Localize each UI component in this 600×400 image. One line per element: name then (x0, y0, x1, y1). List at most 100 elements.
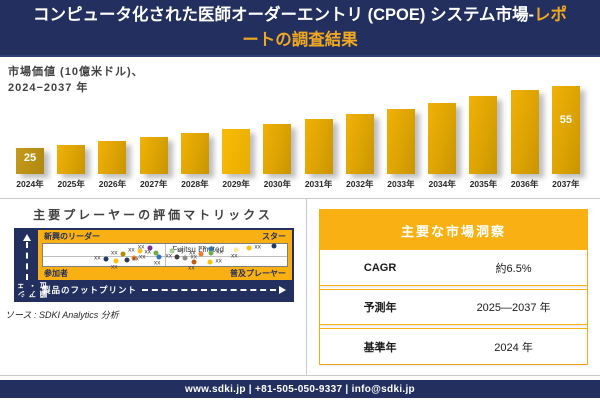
insights-row-label: CAGR (363, 261, 397, 274)
bar-2034年 (428, 103, 457, 174)
bar-column: 2035年 (469, 96, 498, 189)
scatter-point: xx (111, 258, 119, 270)
bar-year-label: 2029年 (222, 179, 250, 189)
chart-axis-label: 市場価値 (10億米ドル)、 2024−2037 年 (8, 65, 144, 97)
scatter-point-label: xx (215, 257, 222, 265)
bottom-section: 主要プレーヤーの評価マトリックス 市場シェア・順位 新興のリーダー スター Fu… (0, 199, 600, 376)
scatter-point: xx (246, 244, 261, 251)
bar-column: 2029年 (222, 129, 251, 189)
bar-column: 55 2037年 (551, 86, 580, 189)
quadrant-label-pervasive-players: 普及プレーヤー (230, 269, 286, 278)
bar-year-label: 2033年 (387, 179, 415, 189)
scatter-point (271, 243, 277, 249)
bar-year-label: 2031年 (304, 179, 333, 189)
bar-year-label: 2024年 (16, 179, 44, 189)
scatter-point-label: xx (190, 253, 198, 261)
insights-row-label: 予測年 (363, 302, 397, 314)
quadrant-label-participants: 参加者 (44, 269, 68, 278)
scatter-point-label: xx (188, 264, 195, 272)
quadrant-label-star: スター (262, 232, 286, 241)
bar-value-label: 25 (23, 152, 37, 164)
bar-column: 2028年 (180, 133, 209, 189)
bar-year-label: 2026年 (98, 179, 127, 189)
scatter-point-label: xx (132, 255, 139, 263)
header-banner: コンピュータ化された医師オーダーエントリ (CPOE) システム市場-レポートの… (0, 0, 600, 57)
bar-year-label: 2034年 (428, 179, 456, 189)
matrix-frame: 市場シェア・順位 新興のリーダー スター Fujitsu Limited xx x… (6, 228, 294, 302)
bar-column: 2026年 (98, 141, 127, 189)
insights-table: 主要な市場洞察 CAGR 約6.5% 予測年 2025—2037 年基準年 2024 年 (319, 209, 588, 365)
x-axis-dashed-line (142, 289, 276, 291)
matrix-top-band: 新興のリーダー スター (42, 230, 288, 243)
insights-row: CAGR 約6.5% (320, 250, 587, 286)
scatter-point: xx (138, 244, 153, 251)
x-axis-arrow-icon (279, 286, 286, 294)
scatter-point: xx (111, 250, 126, 257)
scatter-point-label: xx (177, 246, 184, 254)
y-axis-label: 市場シェア・順位 (6, 281, 48, 298)
bar-value-label: 55 (559, 114, 572, 126)
matrix-title: 主要プレーヤーの評価マトリックス (33, 208, 273, 222)
scatter-point-label: xx (165, 252, 172, 260)
player-matrix-panel: 主要プレーヤーの評価マトリックス 市場シェア・順位 新興のリーダー スター Fu… (0, 199, 307, 375)
bar-column: 2036年 (510, 90, 539, 189)
scatter-point-label: xx (254, 243, 261, 251)
bar-column: 2033年 (386, 109, 415, 189)
insights-row-label: 基準年 (363, 341, 397, 354)
bar-2036年 (510, 90, 539, 174)
bar-column: 25 2024年 (16, 148, 44, 189)
bar-column: 2034年 (428, 103, 457, 189)
scatter-point: xx (128, 247, 143, 254)
page-title-accent: レポートの調査結果 (242, 5, 567, 49)
scatter-point: xx (207, 258, 222, 265)
source-note: ソース : SDKI Analytics 分析 (5, 310, 119, 320)
scatter-point: xx (154, 254, 162, 266)
scatter-point-label: xx (128, 246, 135, 254)
scatter-point: xx (208, 249, 223, 256)
quadrant-divider-vertical (165, 244, 166, 266)
bar-year-label: 2025年 (57, 179, 85, 189)
market-value-bar-chart: 市場価値 (10億米ドル)、 2024−2037 年 25 2024年 2025年 2… (0, 57, 600, 199)
bars: 25 2024年 2025年 2026年 2027年 2028年 2029年 2030年 203… (16, 86, 580, 189)
scatter-point: xx (231, 247, 239, 259)
quadrant-divider-horizontal (43, 256, 287, 258)
scatter-point: xx (144, 249, 159, 256)
x-axis-label: 製品のフットプリント (42, 285, 138, 295)
footer-contact-bar: www.sdki.jp | +81-505-050-9337 | info@sd… (0, 380, 600, 398)
scatter-point-label: xx (110, 263, 118, 271)
bar-2031年 (304, 119, 333, 174)
bar-2030年 (263, 124, 292, 174)
scatter-point: xx (182, 254, 197, 261)
bar-2027年 (139, 137, 168, 174)
scatter-point-label: xx (137, 243, 145, 251)
bar-2035年 (469, 96, 498, 174)
scatter-point-label: xx (139, 253, 146, 261)
scatter-point-label: xx (93, 254, 101, 262)
insights-row-value: 約6.5% (495, 262, 532, 275)
scatter-point: xx (188, 259, 197, 271)
y-axis-arrow-icon (23, 234, 31, 241)
page-title: コンピュータ化された医師オーダーエントリ (CPOE) システム市場-レポートの… (30, 3, 570, 53)
matrix-bottom-band: 参加者 普及プレーヤー (42, 267, 288, 280)
matrix-x-axis: 製品のフットプリント (38, 280, 292, 300)
bar-year-label: 2030年 (263, 179, 292, 189)
scatter-point-label: xx (111, 249, 118, 257)
bar-year-label: 2032年 (346, 179, 374, 189)
bar-year-label: 2036年 (510, 179, 539, 189)
scatter-point-label: xx (199, 244, 206, 252)
y-axis-dashed-line (26, 242, 28, 280)
chart-label-line2: 2024−2037 年 (8, 81, 89, 94)
scatter-point: xx (165, 253, 180, 260)
bar-column: 2032年 (345, 114, 374, 189)
bar-year-label: 2027年 (139, 179, 168, 189)
matrix-gold-panel: 新興のリーダー スター Fujitsu Limited xx xx xx xx xx xx… (38, 230, 292, 280)
scatter-point: xx (124, 256, 139, 263)
bar-2024年: 25 (16, 148, 44, 174)
scatter-point: xx (94, 255, 109, 262)
quadrant-label-emerging-leaders: 新興のリーダー (44, 232, 100, 241)
insights-rows: CAGR 約6.5% 予測年 2025—2037 年基準年 2024 年 (320, 250, 587, 364)
page-title-main: コンピュータ化された医師オーダーエントリ (CPOE) システム市場- (33, 5, 534, 24)
matrix-main: 新興のリーダー スター Fujitsu Limited xx xx xx xx xx xx… (38, 230, 292, 300)
insights-row-value: 2024 年 (494, 341, 533, 354)
scatter-point: xx (131, 254, 146, 261)
